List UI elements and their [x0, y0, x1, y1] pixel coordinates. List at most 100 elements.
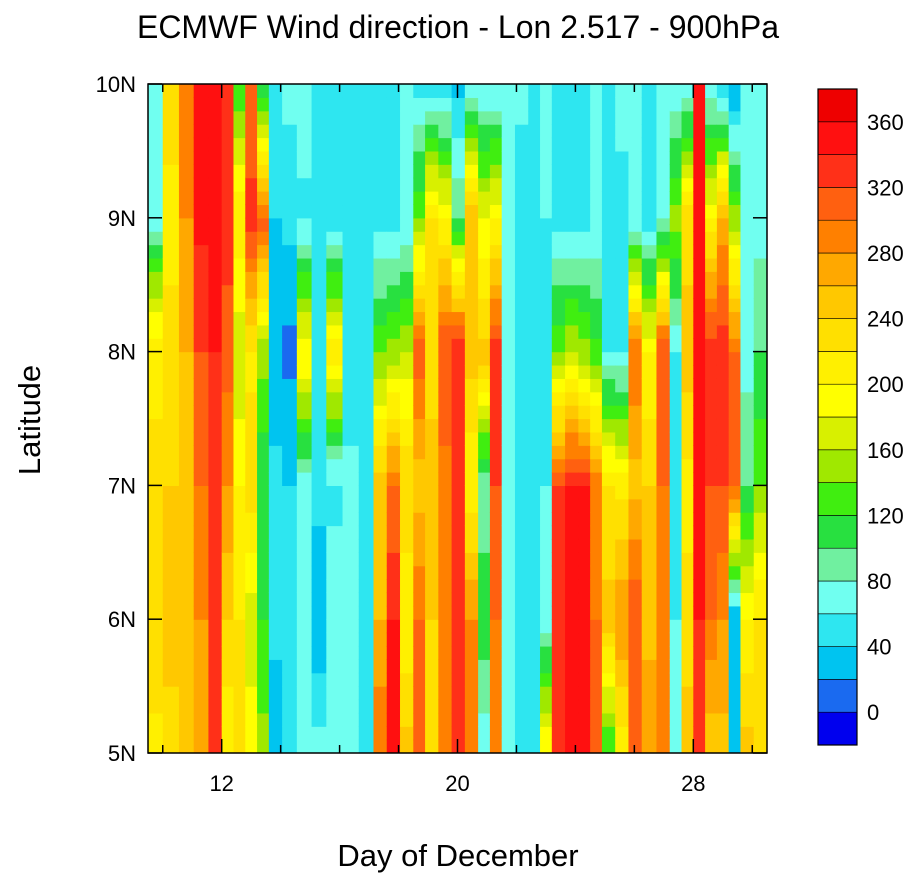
heatmap-cell [615, 672, 630, 687]
heatmap-cell [489, 298, 503, 313]
heatmap-cell [740, 592, 755, 607]
heatmap-cell [438, 298, 453, 313]
heatmap-cell [193, 405, 210, 420]
heatmap-cell [311, 257, 327, 272]
heatmap-cell [425, 284, 439, 299]
heatmap-cell [268, 686, 283, 701]
heatmap-cell [615, 498, 630, 513]
heatmap-cell [282, 164, 298, 179]
heatmap-cell [148, 726, 164, 741]
heatmap-cell [358, 431, 375, 446]
heatmap-cell [693, 579, 706, 594]
heatmap-cell [268, 712, 283, 727]
heatmap-cell [148, 110, 164, 125]
heatmap-cell [208, 231, 223, 246]
heatmap-cell [693, 191, 706, 206]
heatmap-cell [551, 284, 566, 299]
heatmap-cell [208, 150, 223, 165]
heatmap-cell [669, 565, 683, 580]
heatmap-cell [705, 364, 718, 379]
heatmap-cell [373, 445, 388, 460]
heatmap-cell [716, 445, 730, 460]
heatmap-cell [615, 726, 630, 741]
heatmap-cell [208, 632, 223, 647]
heatmap-cell [162, 686, 180, 701]
heatmap-cell [438, 378, 453, 393]
heatmap-cell [221, 271, 235, 286]
heatmap-cell [669, 217, 683, 232]
heatmap-cell [528, 485, 541, 500]
heatmap-cell [268, 204, 283, 219]
heatmap-cell [489, 592, 503, 607]
heatmap-cell [705, 110, 718, 125]
heatmap-cell [245, 150, 258, 165]
heatmap-cell [753, 298, 767, 313]
heatmap-cell [148, 405, 164, 420]
heatmap-cell [628, 458, 643, 473]
heatmap-cell [501, 458, 516, 473]
heatmap-cell [162, 672, 180, 687]
heatmap-cell [501, 645, 516, 660]
heatmap-cell [268, 619, 283, 634]
heatmap-cell [221, 177, 235, 192]
heatmap-cell [296, 592, 313, 607]
heatmap-cell [386, 391, 401, 406]
heatmap-cell [551, 204, 566, 219]
heatmap-cell [386, 498, 401, 513]
heatmap-cell [257, 351, 270, 366]
heatmap-cell [373, 351, 388, 366]
heatmap-cell [628, 659, 643, 674]
heatmap-cell [162, 324, 180, 339]
heatmap-cell [400, 445, 414, 460]
heatmap-cell [451, 418, 466, 433]
heatmap-cell [451, 324, 466, 339]
heatmap-cell [208, 579, 223, 594]
heatmap-cell [728, 739, 742, 753]
heatmap-cell [641, 137, 658, 152]
heatmap-cell [311, 217, 327, 232]
heatmap-cell [641, 244, 658, 259]
heatmap-cell [425, 324, 439, 339]
heatmap-cell [221, 324, 235, 339]
heatmap-cell [257, 538, 270, 553]
heatmap-cell [590, 217, 603, 232]
heatmap-cell [740, 217, 755, 232]
heatmap-cell [601, 271, 616, 286]
heatmap-cell [257, 97, 270, 112]
heatmap-cell [551, 672, 566, 687]
heatmap-cell [221, 458, 235, 473]
heatmap-cell [681, 472, 694, 486]
heatmap-cell [578, 686, 591, 701]
heatmap-cell [326, 632, 344, 647]
heatmap-cell [641, 231, 658, 246]
heatmap-cell [221, 472, 235, 486]
heatmap-cell [326, 472, 344, 486]
heatmap-cell [716, 686, 730, 701]
heatmap-cell [693, 418, 706, 433]
heatmap-cell [728, 271, 742, 286]
heatmap-cell [233, 538, 246, 553]
heatmap-cell [728, 579, 742, 594]
heatmap-cell [501, 351, 516, 366]
heatmap-cell [208, 605, 223, 620]
x-tick-label: 20 [445, 771, 469, 796]
heatmap-cell [326, 739, 344, 753]
heatmap-cell [578, 124, 591, 139]
heatmap-cell [358, 485, 375, 500]
heatmap-cell [400, 632, 414, 647]
heatmap-cell [413, 124, 426, 139]
heatmap-cell [565, 605, 579, 620]
heatmap-cell [413, 579, 426, 594]
heatmap-cell [565, 284, 579, 299]
heatmap-cell [326, 217, 344, 232]
heatmap-cell [501, 191, 516, 206]
heatmap-cell [193, 271, 210, 286]
heatmap-cell [245, 485, 258, 500]
heatmap-cell [438, 565, 453, 580]
heatmap-cell [753, 231, 767, 246]
heatmap-cell [478, 579, 491, 594]
heatmap-cell [311, 191, 327, 206]
heatmap-cell [425, 231, 439, 246]
heatmap-cell [413, 712, 426, 727]
heatmap-cell [268, 231, 283, 246]
